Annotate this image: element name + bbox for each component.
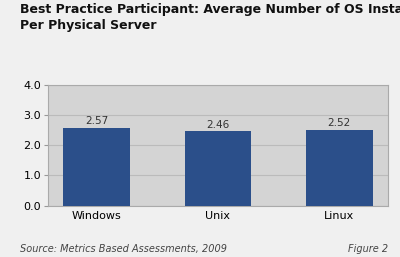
Bar xyxy=(64,128,130,206)
Text: Best Practice Participant: Average Number of OS Instances
Per Physical Server: Best Practice Participant: Average Numbe… xyxy=(20,3,400,32)
Bar xyxy=(306,130,372,206)
Text: 2.46: 2.46 xyxy=(206,120,230,130)
Bar xyxy=(185,131,251,206)
Text: Figure 2: Figure 2 xyxy=(348,244,388,254)
Text: Source: Metrics Based Assessments, 2009: Source: Metrics Based Assessments, 2009 xyxy=(20,244,227,254)
Text: 2.52: 2.52 xyxy=(328,118,351,128)
Text: 2.57: 2.57 xyxy=(85,116,108,126)
